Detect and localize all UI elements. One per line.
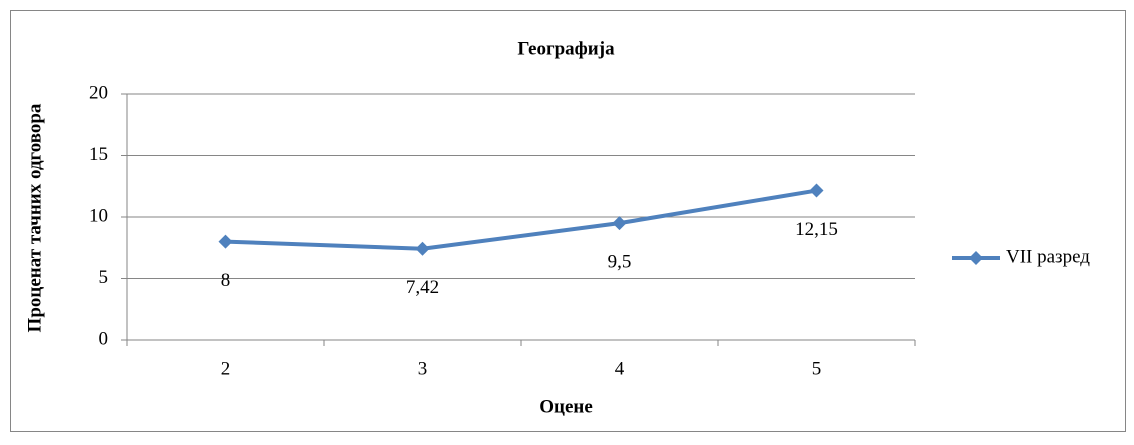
y-axis-label: Проценат тачних одговора	[24, 103, 45, 332]
data-point	[809, 183, 824, 198]
legend-marker	[969, 251, 983, 265]
chart-title: Географија	[517, 38, 615, 59]
x-tick-label: 5	[812, 358, 822, 379]
y-tick-label: 15	[89, 144, 108, 165]
x-tick-label: 2	[221, 358, 231, 379]
y-tick-label: 20	[89, 82, 108, 103]
data-point	[218, 234, 233, 249]
y-tick-label: 10	[89, 205, 108, 226]
data-point	[415, 241, 430, 256]
series-line	[225, 188, 817, 251]
data-label: 9,5	[608, 252, 632, 273]
y-tick-label: 0	[99, 328, 109, 349]
y-tick-label: 5	[99, 267, 109, 288]
data-label: 12,15	[795, 219, 838, 240]
legend-label: VII разред	[1006, 246, 1090, 267]
x-tick-label: 3	[418, 358, 428, 379]
data-label: 7,42	[406, 277, 439, 298]
x-axis-label: Оцене	[539, 396, 593, 417]
x-tick-label: 4	[615, 358, 625, 379]
data-point	[612, 216, 627, 231]
chart-frame	[10, 10, 1126, 432]
data-label: 8	[221, 270, 231, 291]
